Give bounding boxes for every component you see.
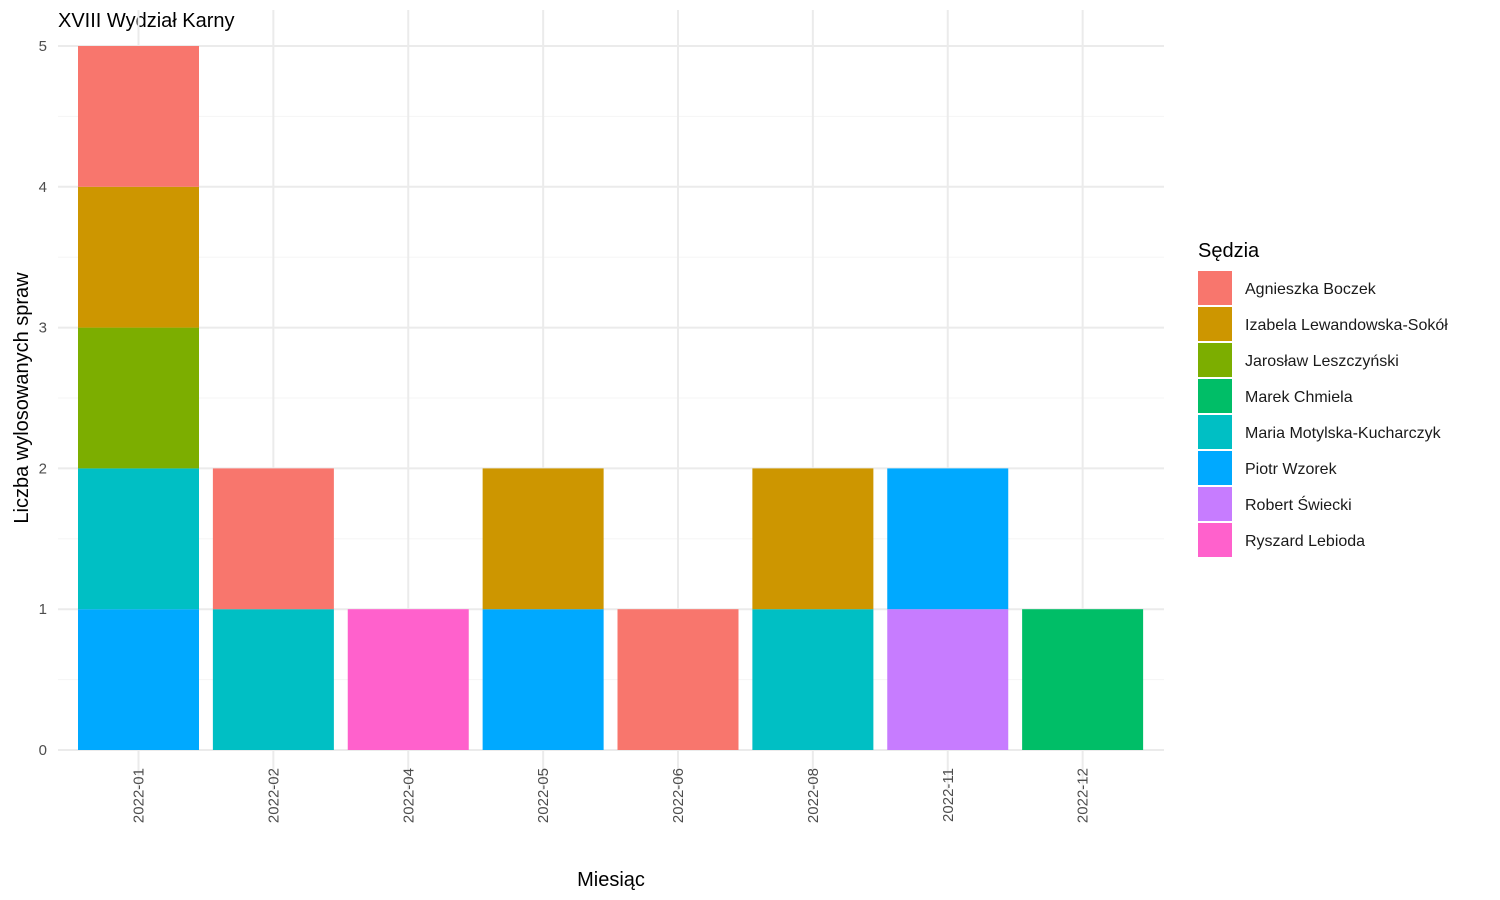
bar-segment-2022-01-2 [78, 327, 199, 469]
y-tick-label: 2 [39, 460, 47, 477]
legend-items: Agnieszka Boczek Izabela Lewandowska-Sokó… [1198, 271, 1448, 557]
legend-key [1198, 343, 1232, 377]
x-tick-label: 2022-05 [535, 768, 552, 823]
y-tick-label: 1 [39, 601, 47, 618]
chart-title: XVIII Wydział Karny [58, 10, 235, 32]
x-tick-label: 2022-12 [1075, 768, 1092, 823]
bar-segment-2022-02-0 [212, 468, 334, 610]
bar-segment-2022-11-6 [887, 609, 1009, 750]
bar-segment-2022-01-0 [78, 46, 199, 187]
legend-label: Jarosław Leszczyński [1245, 353, 1399, 370]
bar-segment-2022-01-5 [78, 609, 199, 750]
bar-segment-2022-08-4 [752, 609, 874, 750]
legend-title: Sędzia [1198, 240, 1260, 262]
x-tick-label: 2022-01 [131, 768, 148, 823]
bar-segment-2022-04-7 [347, 609, 469, 750]
legend-key [1198, 415, 1232, 449]
legend-key [1198, 307, 1232, 341]
bar-segment-2022-05-5 [482, 609, 604, 750]
x-tick-label: 2022-06 [670, 768, 687, 823]
legend-label: Maria Motylska-Kucharczyk [1245, 425, 1442, 442]
y-tick-label: 5 [39, 38, 47, 55]
bars [78, 46, 1144, 750]
legend-label: Marek Chmiela [1245, 389, 1353, 406]
bar-segment-2022-05-1 [482, 468, 604, 610]
x-tick-label: 2022-02 [265, 768, 282, 823]
y-axis-title: Liczba wylosowanych spraw [11, 272, 33, 524]
y-tick-label: 0 [39, 742, 47, 759]
legend-label: Agnieszka Boczek [1245, 281, 1377, 298]
bar-segment-2022-01-1 [78, 186, 199, 328]
bar-segment-2022-12-3 [1022, 609, 1144, 750]
legend-key [1198, 271, 1232, 305]
x-tick-label: 2022-04 [400, 768, 417, 823]
bar-segment-2022-01-4 [78, 468, 199, 610]
bar-segment-2022-02-4 [212, 609, 334, 750]
legend-label: Izabela Lewandowska-Sokół [1245, 317, 1448, 334]
legend-label: Ryszard Lebioda [1245, 533, 1365, 550]
legend-key [1198, 451, 1232, 485]
bar-segment-2022-08-1 [752, 468, 874, 610]
legend-key [1198, 523, 1232, 557]
legend: Sędzia Agnieszka Boczek Izabela Lewandows… [1198, 240, 1448, 557]
legend-label: Robert Świecki [1245, 495, 1352, 514]
x-tick-label: 2022-11 [940, 768, 957, 822]
y-axis-ticks: 0 1 2 3 4 5 [39, 38, 47, 759]
legend-label: Piotr Wzorek [1245, 461, 1338, 478]
legend-key [1198, 487, 1232, 521]
y-tick-label: 4 [39, 179, 47, 196]
bar-segment-2022-06-0 [617, 609, 739, 750]
x-axis-title: Miesiąc [577, 869, 645, 891]
x-axis-ticks: 2022-01 2022-02 2022-04 2022-05 2022-06 2022-… [131, 768, 1092, 823]
legend-key [1198, 379, 1232, 413]
bar-segment-2022-11-5 [887, 468, 1009, 610]
x-tick-label: 2022-08 [805, 768, 822, 823]
y-tick-label: 3 [39, 320, 47, 337]
